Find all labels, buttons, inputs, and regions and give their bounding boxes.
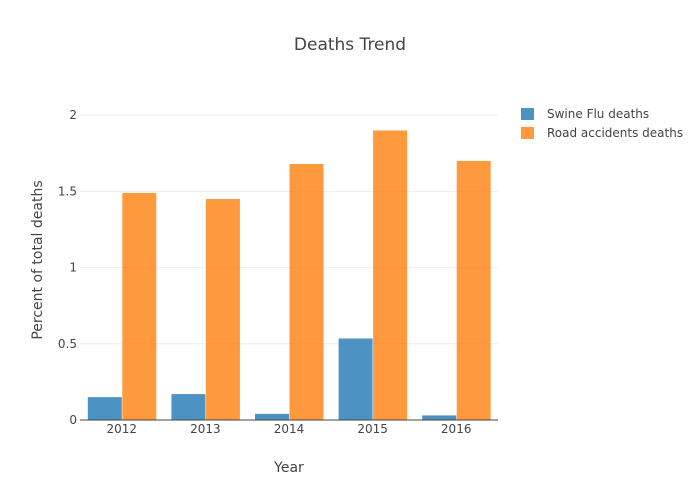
bar-road-accidents-2016[interactable]: [456, 160, 491, 420]
y-tick-label: 2: [69, 108, 77, 122]
x-axis-title: Year: [273, 460, 304, 476]
bars: [87, 130, 491, 420]
y-tick-labels: 0 0.5 1 1.5 2: [58, 108, 77, 427]
x-tick-label: 2015: [357, 422, 388, 436]
y-axis-title: Percent of total deaths: [30, 180, 46, 339]
x-tick-label: 2016: [441, 422, 472, 436]
bar-road-accidents-2014[interactable]: [289, 164, 324, 420]
bar-swine-flu-2016[interactable]: [422, 415, 457, 420]
bar-road-accidents-2013[interactable]: [205, 199, 240, 420]
bar-road-accidents-2012[interactable]: [122, 192, 157, 420]
legend-swatch[interactable]: [521, 127, 534, 139]
chart-title: Deaths Trend: [294, 35, 406, 55]
y-tick-label: 1.5: [58, 184, 77, 198]
bar-swine-flu-2014[interactable]: [255, 413, 289, 420]
bar-road-accidents-2015[interactable]: [373, 130, 408, 420]
bar-swine-flu-2013[interactable]: [171, 394, 206, 420]
legend-label[interactable]: Swine Flu deaths: [547, 107, 649, 121]
legend[interactable]: Swine Flu deaths Road accidents deaths: [521, 107, 683, 140]
legend-label[interactable]: Road accidents deaths: [547, 126, 683, 140]
x-tick-label: 2013: [190, 422, 221, 436]
x-tick-labels: 2012 2013 2014 2015 2016: [107, 422, 472, 436]
y-tick-label: 0: [69, 413, 77, 427]
x-tick-label: 2012: [107, 422, 138, 436]
y-tick-label: 0.5: [58, 337, 77, 351]
bar-swine-flu-2012[interactable]: [87, 397, 122, 420]
legend-swatch[interactable]: [521, 108, 534, 120]
x-tick-label: 2014: [274, 422, 305, 436]
y-tick-label: 1: [69, 261, 77, 275]
bar-swine-flu-2015[interactable]: [338, 338, 373, 420]
